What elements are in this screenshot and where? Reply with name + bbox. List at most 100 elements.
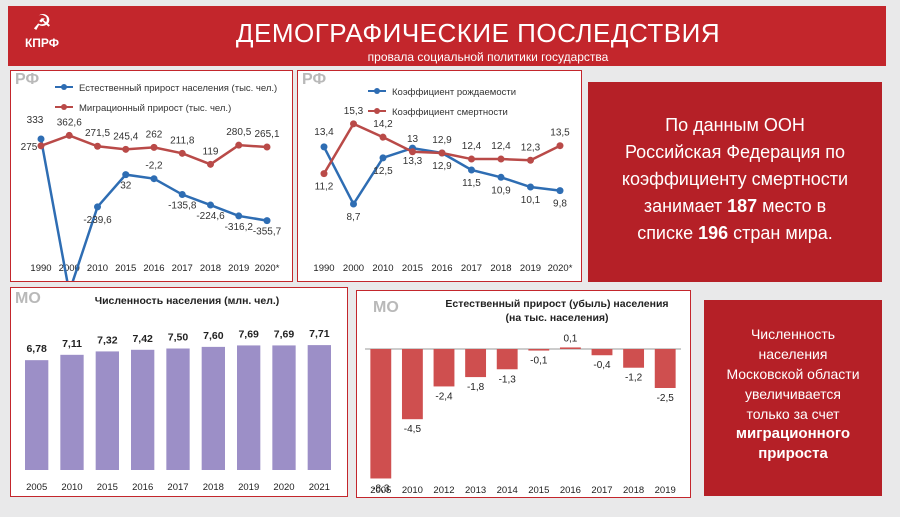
- x-tick-label: 2010: [402, 485, 423, 496]
- data-label: 7,42: [132, 333, 153, 345]
- logo-text: КПРФ: [24, 36, 60, 50]
- data-label: 362,6: [57, 117, 82, 128]
- growth-bar: [528, 349, 550, 351]
- callout-line: занимает 187 место в: [643, 196, 827, 216]
- data-point: [527, 156, 534, 164]
- x-tick-label: 2000: [59, 263, 80, 274]
- growth-bar: [496, 349, 518, 370]
- data-label: -0,1: [530, 356, 548, 367]
- data-point: [65, 131, 73, 139]
- population-bar: [237, 345, 261, 470]
- mo-natural-panel: МО Естественный прирост (убыль) населени…: [356, 290, 691, 498]
- data-label: 11,2: [315, 182, 334, 193]
- legend-marker: [61, 84, 67, 90]
- chart-title: Численность населения (млн. чел.): [95, 295, 280, 307]
- data-point: [527, 183, 534, 191]
- chart-subtitle: (на тыс. населения): [505, 312, 608, 324]
- data-label: 15,3: [344, 106, 364, 117]
- x-tick-label: 2018: [623, 485, 644, 496]
- data-point: [235, 141, 243, 149]
- data-label: -2,2: [145, 161, 163, 172]
- legend-label: Естественный прирост населения (тыс. чел…: [79, 83, 277, 94]
- chart-title: Естественный прирост (убыль) населения: [445, 298, 668, 310]
- un-callout: По данным ООН Российская Федерация по ко…: [588, 82, 882, 282]
- data-point: [556, 142, 564, 150]
- data-label: -2,4: [435, 391, 453, 402]
- legend-marker: [374, 108, 380, 114]
- data-label: 13: [407, 134, 419, 145]
- data-label: 7,60: [203, 330, 224, 342]
- data-point: [122, 145, 130, 153]
- callout-line: Российская Федерация по: [624, 142, 846, 162]
- data-label: 333: [27, 115, 44, 126]
- x-tick-label: 2017: [461, 263, 482, 274]
- data-label: 271,5: [85, 128, 110, 139]
- data-label: 12,9: [432, 135, 452, 146]
- data-label: 12,4: [491, 141, 511, 152]
- legend-marker: [61, 104, 67, 110]
- data-label: 13,5: [550, 128, 570, 139]
- mo-population-chart: Численность населения (млн. чел.) 6,78 200…: [25, 295, 331, 493]
- callout-line: По данным ООН: [665, 115, 805, 135]
- rf-growth-panel: РФ Естественный прирост населения (тыс. …: [10, 70, 293, 282]
- x-tick-label: 2005: [26, 482, 47, 493]
- data-label: 275: [21, 142, 38, 153]
- data-point: [37, 142, 45, 150]
- data-point: [350, 120, 357, 128]
- data-label: 7,71: [309, 328, 330, 340]
- x-tick-label: 2020*: [255, 263, 280, 274]
- x-tick-label: 2015: [402, 263, 423, 274]
- data-label: -1,2: [625, 373, 643, 384]
- callout-line: коэффициенту смертности: [621, 169, 849, 189]
- data-point: [94, 203, 101, 211]
- growth-bar: [370, 349, 392, 479]
- data-label: 10,1: [521, 195, 541, 206]
- mo-natural-chart: Естественный прирост (убыль) населения (н…: [365, 298, 681, 496]
- total-number: 196: [698, 223, 729, 243]
- data-label: -4,5: [404, 424, 422, 435]
- data-label: 7,11: [62, 338, 82, 350]
- x-tick-label: 2019: [228, 263, 249, 274]
- growth-bar: [401, 349, 423, 420]
- data-point: [94, 142, 101, 150]
- x-tick-label: 2018: [490, 263, 511, 274]
- callout-line: увеличивается: [745, 386, 841, 402]
- growth-bar: [591, 349, 613, 356]
- x-tick-label: 2017: [172, 263, 193, 274]
- data-label: -1,3: [499, 374, 517, 385]
- data-label: 12,9: [432, 161, 452, 172]
- x-tick-label: 2015: [528, 485, 549, 496]
- data-label: 12,4: [462, 141, 482, 152]
- x-tick-label: 2021: [309, 482, 330, 493]
- data-label: 7,32: [97, 334, 118, 346]
- x-tick-label: 2015: [115, 263, 136, 274]
- growth-bar: [559, 347, 581, 349]
- x-tick-label: 2010: [372, 263, 393, 274]
- x-tick-label: 2014: [497, 485, 518, 496]
- data-label: 11,5: [462, 178, 481, 189]
- data-point: [122, 171, 130, 179]
- data-label: 7,69: [274, 328, 295, 340]
- x-tick-label: 2017: [591, 485, 612, 496]
- callout-line: только за счет: [746, 406, 840, 422]
- legend-label: Миграционный прирост (тыс. чел.): [79, 103, 231, 114]
- data-point: [207, 160, 214, 168]
- callout-line: населения: [758, 346, 828, 362]
- x-tick-label: 2018: [203, 482, 224, 493]
- panel-tag: РФ: [15, 71, 40, 88]
- x-tick-label: 2017: [167, 482, 188, 493]
- panel-tag: МО: [15, 290, 41, 307]
- data-label: 280,5: [226, 127, 251, 138]
- data-label: 13,4: [314, 127, 334, 138]
- x-tick-label: 1990: [313, 263, 334, 274]
- growth-bar: [623, 349, 645, 368]
- data-label: -1,8: [467, 382, 485, 393]
- x-tick-label: 2020*: [548, 263, 573, 274]
- data-label: 262: [146, 129, 163, 140]
- population-bar: [60, 354, 84, 470]
- mo-population-panel: МО Численность населения (млн. чел.) 6,78…: [10, 287, 348, 497]
- data-label: 119: [203, 146, 219, 157]
- population-bar: [131, 349, 155, 470]
- data-point: [379, 133, 387, 141]
- x-tick-label: 2019: [655, 485, 676, 496]
